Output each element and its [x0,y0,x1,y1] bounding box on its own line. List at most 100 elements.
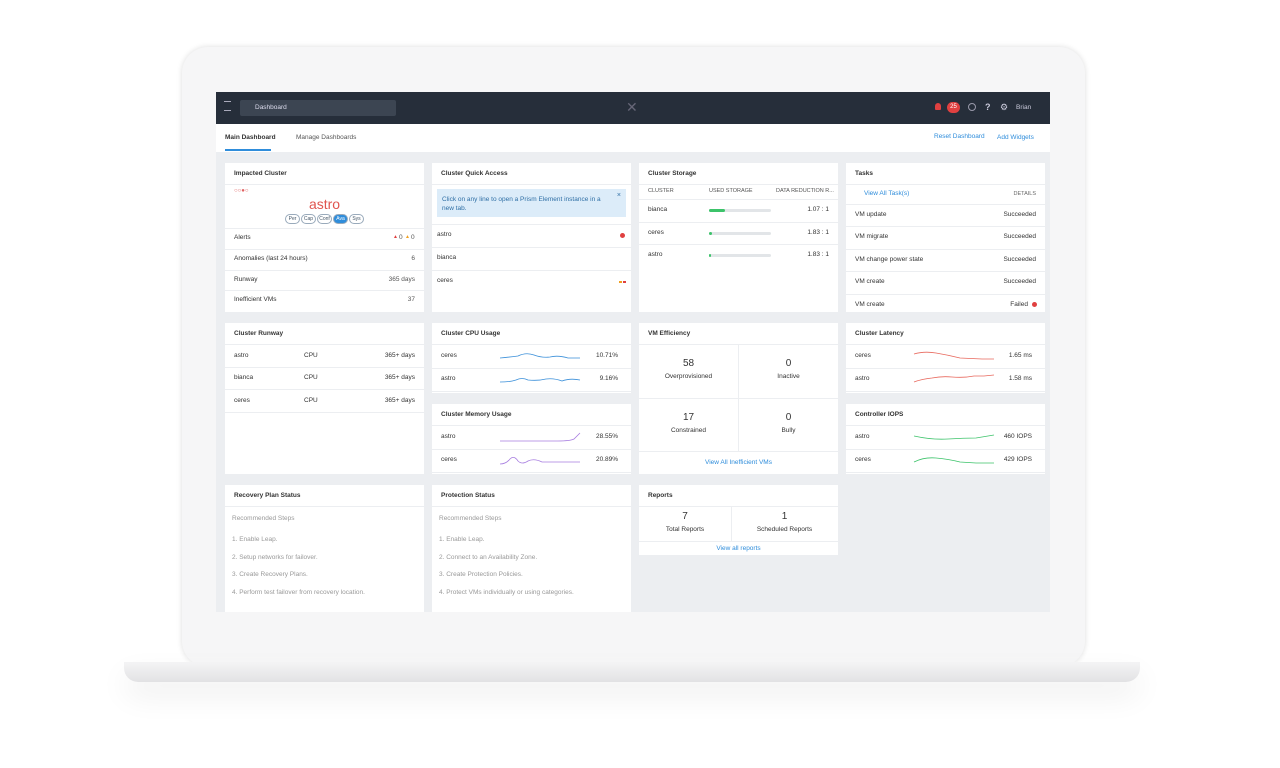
row-label: Runway [234,275,258,283]
reset-link[interactable]: Reset Dashboard [934,133,985,140]
warn-icon: ▲ [405,234,410,240]
metric-value: 10.71% [595,352,618,359]
cluster-name: bianca [234,374,254,382]
row-separator [846,271,1045,273]
cluster-name: ceres [234,396,250,404]
sparkline-path [913,434,995,440]
sparkline [913,374,995,383]
warning-dots [619,281,626,283]
sparkline-path [499,457,580,465]
widget: Cluster Memory Usage astro 28.55% ceres 20.8… [432,404,631,474]
resource: CPU [304,396,318,404]
resource: CPU [304,352,318,359]
help-icon[interactable]: ? [985,102,991,112]
cluster-name: astro [855,375,870,382]
info-close[interactable]: × [616,192,621,199]
cluster-link[interactable]: astro [437,231,452,238]
widget-title: Tasks [855,170,873,177]
cluster-name: astro [441,433,456,440]
title-separator [639,184,838,185]
info-text: Click on any line to open a Prism Elemen… [442,196,601,212]
row-separator [432,270,631,271]
cluster-name: astro [234,352,249,359]
grid-v [731,507,732,541]
widget-title: VM Efficiency [648,330,691,337]
row-separator [432,391,631,392]
metric-value: 460 IOPS [1003,433,1032,440]
row-separator [432,224,631,225]
category-pill[interactable]: Conf [317,214,332,224]
row-label: Inefficient VMs [234,296,277,303]
title-separator [846,425,1045,426]
view-inefficient-link[interactable]: View All Inefficient VMs [705,459,772,466]
failed-icon [1032,302,1037,307]
add-widgets-link[interactable]: Add Widgets [997,134,1034,141]
title-separator [432,344,631,345]
crit-icon: ▲ [393,234,398,240]
view-reports-link[interactable]: View all reports [716,545,761,552]
metric-label: Scheduled Reports [756,526,813,533]
category-pill[interactable]: Ava [333,214,348,224]
task-status: Failed [1010,300,1028,308]
metric-label: Bully [781,427,796,434]
column-header: CLUSTER [648,188,674,194]
settings-icon[interactable] [968,103,976,111]
metric-value: 1.58 ms [1008,375,1032,382]
row-separator [225,228,424,229]
user-name[interactable]: Brian [1016,104,1032,111]
cluster-name: ceres [855,352,871,359]
search-box[interactable]: Dashboard [240,100,396,116]
search-text: Dashboard [255,104,287,111]
widget: Protection Status Recommended Steps 1. Ena… [432,485,631,612]
info-box: Click on any line to open a Prism Elemen… [437,189,626,217]
widget: Tasks View All Task(s) DETAILS VM update Suc… [846,163,1045,312]
title-separator [846,344,1045,345]
top-bar: Dashboard ✕ 25? ⚙ Brian [216,92,1050,124]
tab-bar: Main Dashboard Manage Dashboards Reset Das… [216,124,1050,152]
widget-title: Cluster Memory Usage [441,411,512,418]
column-header: DATA REDUCTION R... [776,188,834,194]
row-label: Alerts [234,234,251,241]
metric-number: 17 [682,412,695,423]
row-value: 365 days [388,275,415,283]
metric-number: 1 [781,511,788,522]
tab-main[interactable]: Main Dashboard [225,134,276,141]
usage-fill [709,254,711,257]
reduction-ratio: 1.07 : 1 [807,206,829,213]
category-pill[interactable]: Per [285,214,300,224]
widget-title: Impacted Cluster [234,170,287,177]
usage-fill [709,209,725,212]
screen: Dashboard ✕ 25? ⚙ Brian Main Dashboard Manage … [216,92,1050,612]
gear-icon[interactable]: ⚙ [1000,102,1009,112]
subtitle: Recommended Steps [439,515,502,522]
tab-manage[interactable]: Manage Dashboards [296,134,357,141]
step: 1. Enable Leap. [232,536,278,543]
sparkline [499,378,581,383]
metric-value: 28.55% [595,433,618,440]
cluster-name: ceres [441,352,457,359]
cluster-name: astro [855,433,870,440]
sparkline-path [499,353,580,359]
task-name: VM create [855,300,885,308]
row-separator [846,248,1045,250]
menu-icon[interactable] [224,101,231,111]
logo: ✕ [626,99,638,115]
row-separator [225,269,424,271]
cluster-link[interactable]: ceres [437,277,453,284]
alert-bell[interactable] [935,103,941,110]
task-status: Succeeded [1003,233,1036,241]
sparkline-path [499,378,581,383]
alert-count[interactable]: 25 [947,102,960,113]
view-all-tasks[interactable]: View All Task(s) [864,190,910,197]
category-pill[interactable]: Cap [301,214,316,224]
metric-number: 7 [682,511,688,522]
row-separator [225,411,424,413]
cluster-link[interactable]: bianca [437,254,457,261]
category-pill[interactable]: Sys [349,214,364,224]
row-separator [639,221,838,223]
widget: Impacted Cluster ○○●○ astro Per Cap Conf Ava Sy… [225,163,424,312]
row-separator [639,451,838,452]
metric-value: 429 IOPS [1003,456,1032,463]
title-separator [225,344,424,345]
metric-value: 9.16% [599,375,618,382]
